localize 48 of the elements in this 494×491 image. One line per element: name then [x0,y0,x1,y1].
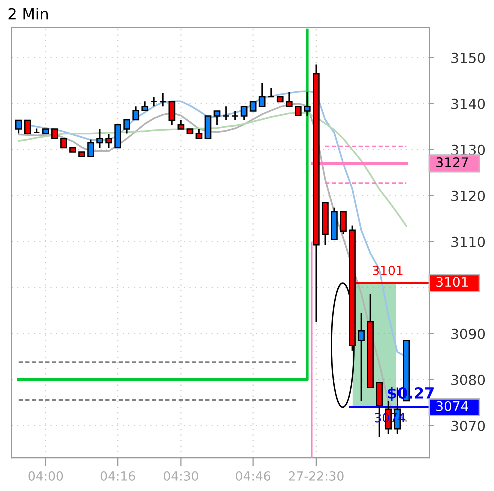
y-tick-label: 3110 [452,236,486,248]
candlestick [222,106,230,122]
candlestick [150,96,158,108]
candlestick [142,100,149,112]
candlestick [24,120,32,134]
candlestick [268,88,275,98]
x-tick-label: 04:00 [28,472,64,481]
candlestick [258,82,266,108]
ref-line-label: 3127 [436,158,468,168]
candlestick [88,139,94,158]
candlestick [15,120,22,134]
candlestick [250,101,257,112]
x-tick-label: 04:16 [100,472,136,481]
candlestick [358,312,365,402]
candlestick [240,106,248,122]
candlestick [304,92,311,118]
candlestick [52,128,58,140]
candlestick [132,106,140,121]
chart-title: 2 Min [8,8,48,20]
candlestick [168,101,176,126]
y-tick-label: 3070 [452,420,486,432]
candlestick [114,124,122,149]
y-tick-label: 3120 [452,190,486,202]
candlestick [340,211,347,236]
candlestick [286,92,293,108]
x-tick-label: 04:30 [164,472,198,481]
y-tick-label: 3080 [452,374,486,386]
x-tick-label: 27-22:30 [289,472,344,481]
line-series [18,112,408,228]
y-tick-label: 3140 [452,98,486,110]
y-tick-label: 3090 [452,328,486,340]
candlestick [34,128,40,134]
annotation: 3101 [373,266,403,276]
candlestick [160,92,167,108]
candlestick [60,138,68,149]
candlestick [232,110,239,122]
y-tick-label: 3150 [452,52,486,64]
y-tick-label: 3130 [452,144,486,156]
candlestick [214,110,221,126]
candlestick [124,119,131,134]
ref-line-label: 3074 [436,401,468,412]
candlestick [204,116,212,140]
candlestick [106,134,112,149]
candlestick [96,128,104,149]
candlestick [294,106,302,116]
candlestick [196,128,203,140]
ref-line-label: 3101 [436,277,468,288]
x-tick-label: 04:46 [236,472,271,481]
